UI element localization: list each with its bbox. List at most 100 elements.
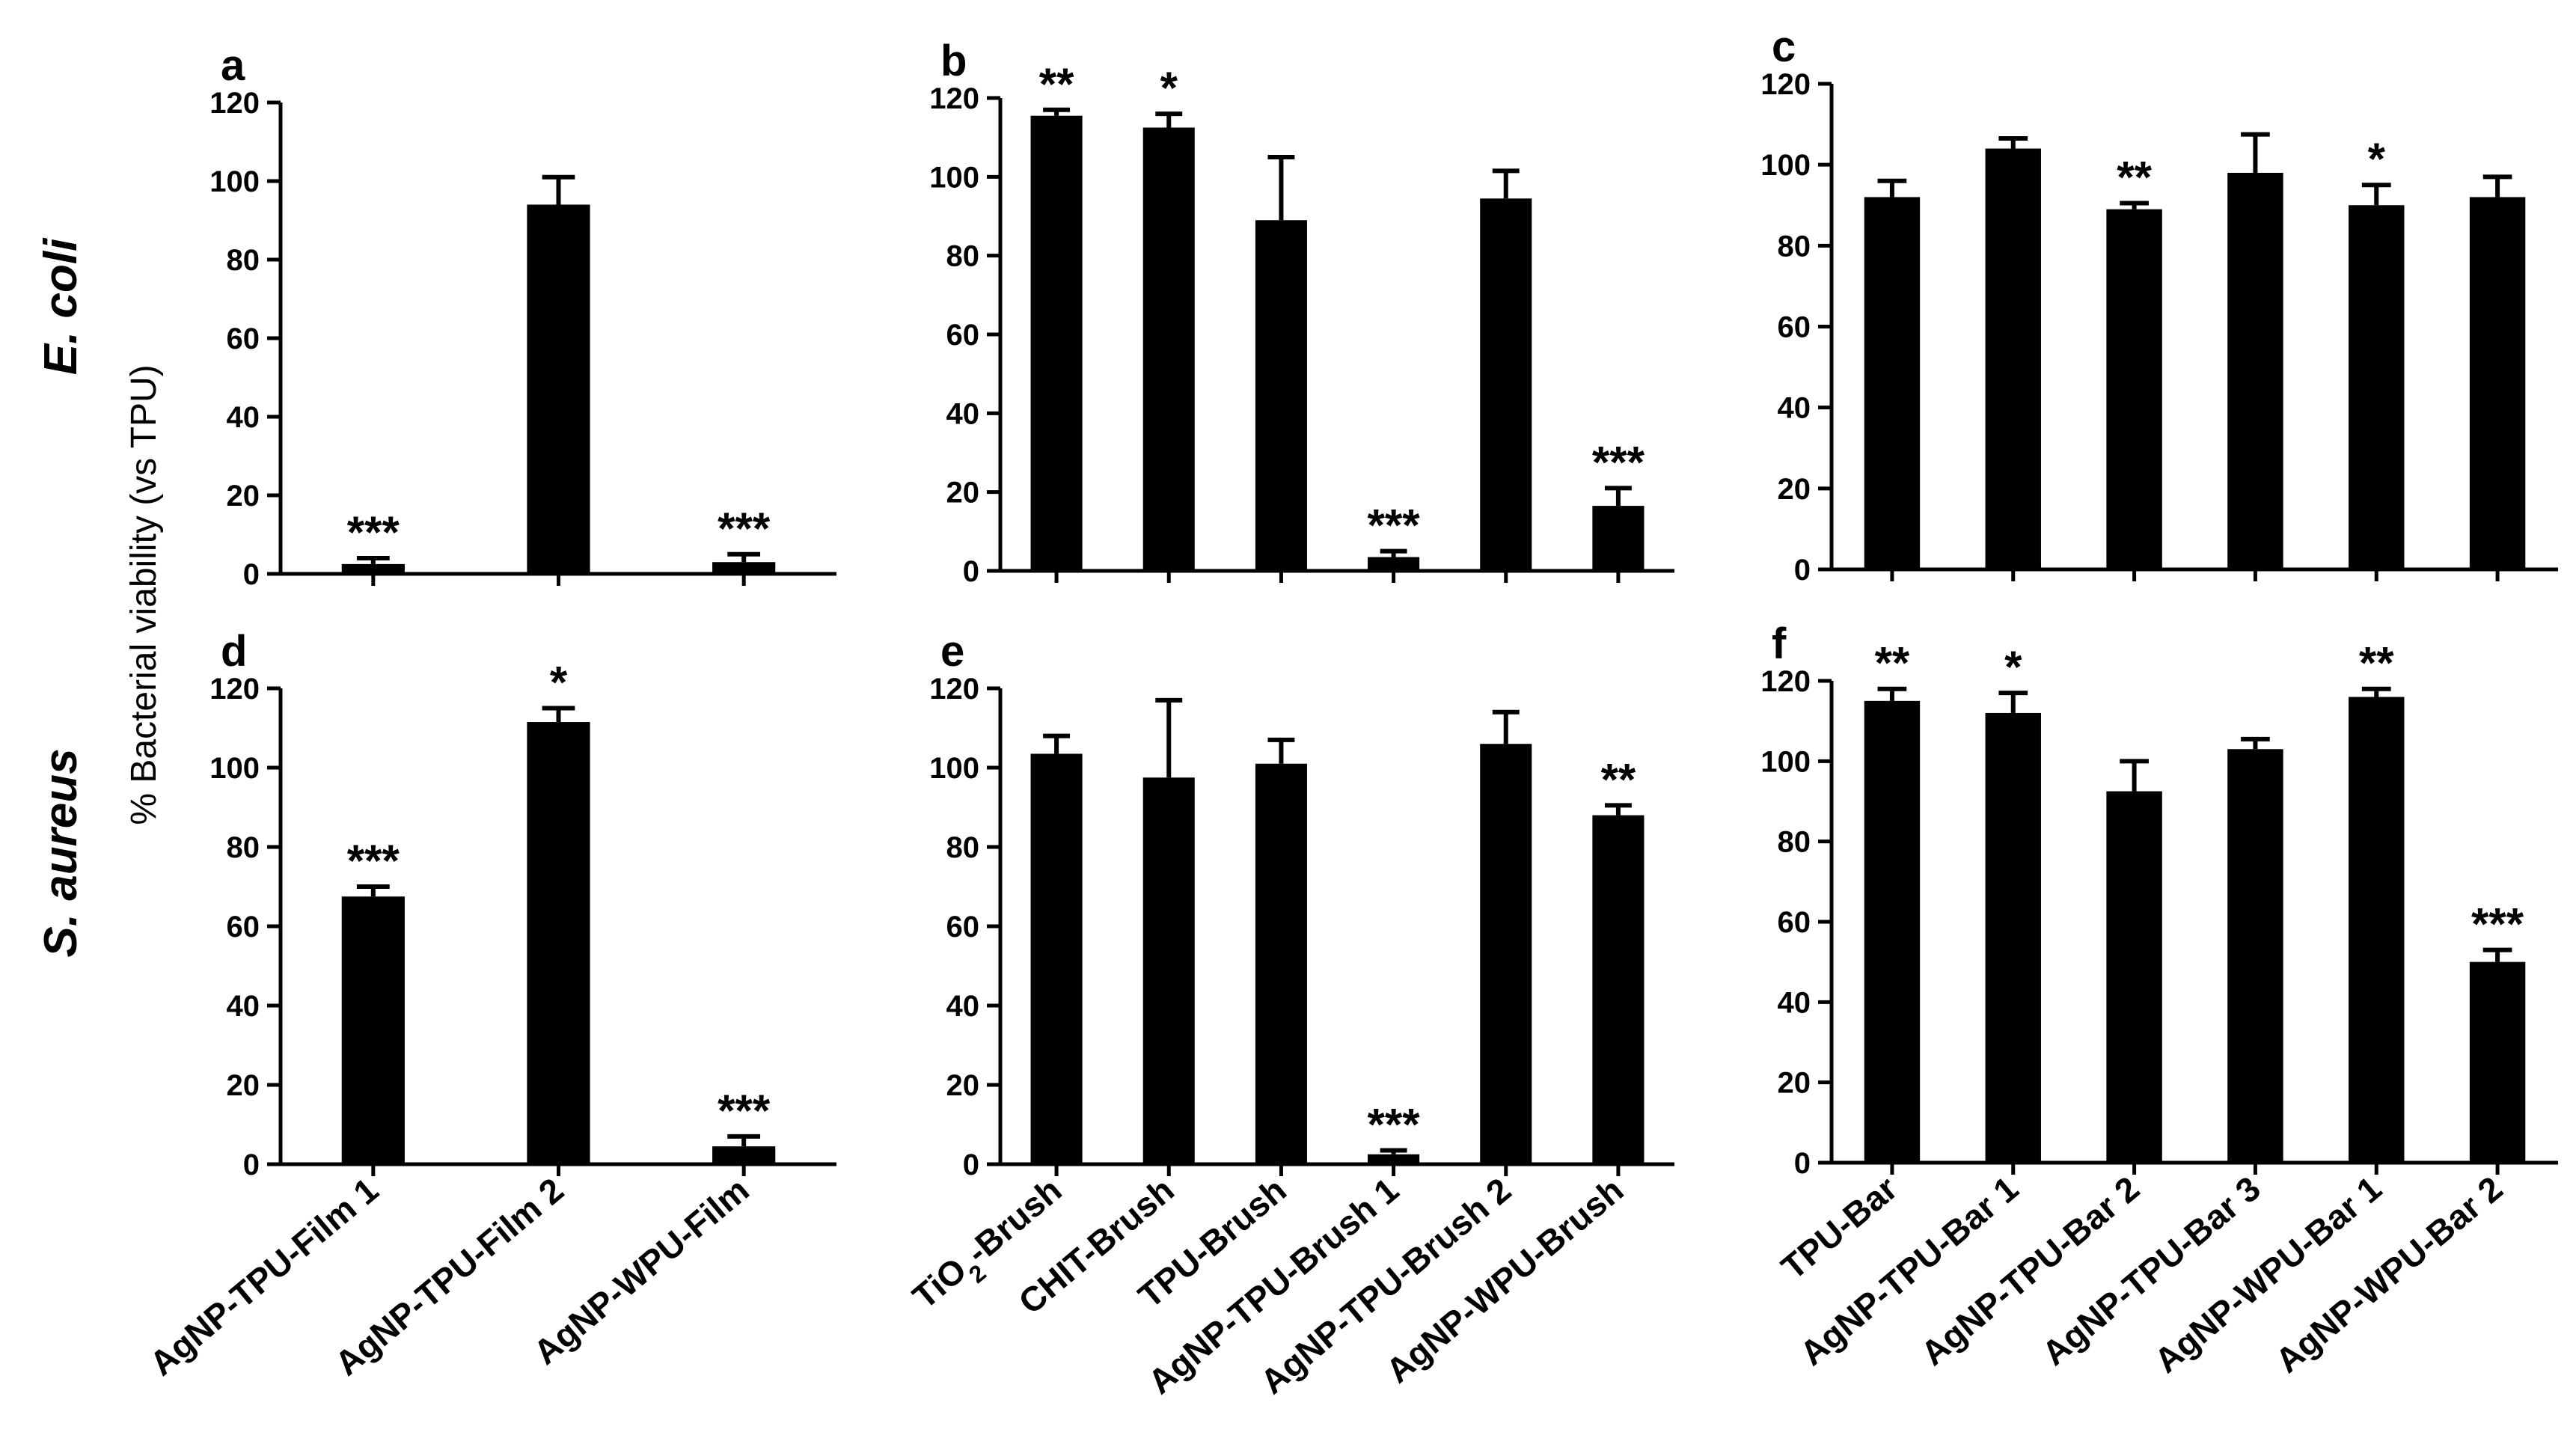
y-tick-label: 100 xyxy=(209,165,260,198)
significance-mark: * xyxy=(1160,63,1178,113)
bar xyxy=(2227,172,2283,569)
y-tick-label: 0 xyxy=(1794,554,1811,587)
y-tick-label: 0 xyxy=(1794,1147,1811,1180)
y-tick-label: 80 xyxy=(227,244,260,277)
bar xyxy=(1142,777,1195,1164)
y-tick-label: 100 xyxy=(929,752,979,785)
y-tick-label: 20 xyxy=(1778,1067,1811,1100)
x-category-label: AgNP-TPU-Bar 2 xyxy=(1914,1169,2147,1373)
significance-mark: * xyxy=(2004,642,2022,692)
y-tick-label: 80 xyxy=(1778,826,1811,859)
y-tick-label: 60 xyxy=(227,322,260,355)
bar xyxy=(1985,148,2041,570)
y-tick-label: 60 xyxy=(946,911,980,943)
y-tick-label: 0 xyxy=(243,1148,260,1181)
panel-letter-f: f xyxy=(1772,620,1787,668)
panel-e: e020406080100120TiO2-BrushCHIT-BrushTPU-… xyxy=(905,627,1674,1401)
y-tick-label: 80 xyxy=(227,831,260,864)
bar xyxy=(2469,197,2526,569)
bar xyxy=(712,1146,776,1164)
bar xyxy=(1368,557,1420,571)
y-tick-label: 20 xyxy=(1778,473,1811,506)
y-tick-label: 60 xyxy=(946,319,980,352)
significance-mark: *** xyxy=(1592,437,1645,487)
significance-mark: *** xyxy=(347,836,400,886)
bar xyxy=(1030,115,1083,571)
significance-mark: * xyxy=(550,658,568,708)
bar xyxy=(1480,744,1532,1164)
y-tick-label: 0 xyxy=(243,558,260,591)
panel-letter-d: d xyxy=(221,627,247,676)
y-tick-label: 40 xyxy=(227,990,260,1023)
panel-letter-a: a xyxy=(221,41,245,90)
y-tick-label: 40 xyxy=(946,397,980,430)
bar xyxy=(712,562,776,574)
bar xyxy=(1864,700,1921,1163)
panel-a: a 0 20 40 60 80 100 120 *** *** xyxy=(209,41,836,591)
y-tick-label: 20 xyxy=(227,1069,260,1102)
y-tick-label: 0 xyxy=(963,1148,979,1181)
y-tick-label: 120 xyxy=(929,82,979,115)
panel-letter-c: c xyxy=(1772,22,1796,71)
bar xyxy=(2227,749,2283,1163)
significance-mark: *** xyxy=(718,504,771,554)
significance-mark: *** xyxy=(718,1086,771,1136)
significance-mark: ** xyxy=(2117,153,2152,203)
y-tick-label: 40 xyxy=(227,401,260,434)
bar xyxy=(2469,961,2526,1163)
bar xyxy=(1985,712,2041,1163)
y-tick-label: 120 xyxy=(1760,665,1811,698)
significance-mark: *** xyxy=(1368,501,1421,551)
bar xyxy=(1864,197,1921,569)
row-label-e-coli: E. coli xyxy=(35,237,87,375)
y-tick-label: 60 xyxy=(1778,311,1811,344)
significance-mark: ** xyxy=(1875,638,1910,688)
bar xyxy=(1142,127,1195,571)
bar xyxy=(1255,220,1307,571)
y-tick-label: 100 xyxy=(1760,149,1811,182)
panel-letter-b: b xyxy=(940,37,967,85)
bar xyxy=(341,896,405,1164)
y-tick-label: 20 xyxy=(946,477,980,510)
bar xyxy=(2349,205,2405,569)
y-tick-label: 40 xyxy=(946,990,980,1023)
bar xyxy=(1255,763,1307,1164)
y-tick-label: 80 xyxy=(946,240,980,273)
y-tick-label: 100 xyxy=(929,161,979,194)
panel-letter-e: e xyxy=(940,627,964,676)
bar xyxy=(527,722,590,1164)
significance-mark: ** xyxy=(2359,638,2394,688)
significance-mark: * xyxy=(2368,134,2386,184)
significance-mark: *** xyxy=(1368,1099,1421,1149)
significance-mark: ** xyxy=(1601,754,1636,804)
significance-mark: ** xyxy=(1039,59,1074,109)
bar xyxy=(527,204,590,574)
bar xyxy=(1368,1154,1420,1164)
bar xyxy=(2106,791,2162,1163)
y-tick-label: 120 xyxy=(1760,68,1811,101)
y-tick-label: 80 xyxy=(1778,230,1811,263)
y-tick-label: 40 xyxy=(1778,392,1811,425)
y-tick-label: 120 xyxy=(209,673,260,706)
bar xyxy=(2349,697,2405,1163)
bar xyxy=(341,563,405,574)
y-tick-label: 40 xyxy=(1778,986,1811,1019)
significance-mark: *** xyxy=(347,507,400,557)
bar xyxy=(1592,815,1645,1164)
bar xyxy=(1480,198,1532,571)
y-axis-title: % Bacterial viability (vs TPU) xyxy=(124,364,164,825)
x-category-label: AgNP-TPU-Bar 1 xyxy=(1793,1169,2025,1373)
x-category-label: AgNP-WPU-Bar 2 xyxy=(2268,1169,2509,1380)
y-tick-label: 20 xyxy=(227,480,260,513)
y-tick-label: 120 xyxy=(929,673,979,706)
bar xyxy=(1592,506,1645,571)
y-tick-label: 0 xyxy=(963,555,979,588)
x-category-label: AgNP-TPU-Bar 3 xyxy=(2034,1169,2267,1373)
y-tick-label: 80 xyxy=(946,831,980,864)
